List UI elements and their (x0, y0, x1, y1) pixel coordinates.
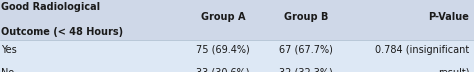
Text: Outcome (< 48 Hours): Outcome (< 48 Hours) (1, 27, 123, 37)
Text: 75 (69.4%): 75 (69.4%) (196, 45, 250, 55)
Text: 33 (30.6%): 33 (30.6%) (196, 68, 249, 72)
Text: 67 (67.7%): 67 (67.7%) (279, 45, 333, 55)
Text: Group A: Group A (201, 12, 245, 22)
Text: P-Value: P-Value (428, 12, 469, 22)
Text: 32 (32.3%): 32 (32.3%) (279, 68, 333, 72)
Text: result): result) (438, 68, 469, 72)
Text: No: No (1, 68, 14, 72)
Text: Yes: Yes (1, 45, 17, 55)
Text: Group B: Group B (283, 12, 328, 22)
Text: 0.784 (insignificant: 0.784 (insignificant (375, 45, 469, 55)
Text: Good Radiological: Good Radiological (1, 2, 100, 12)
Bar (0, 0, 474, 40)
